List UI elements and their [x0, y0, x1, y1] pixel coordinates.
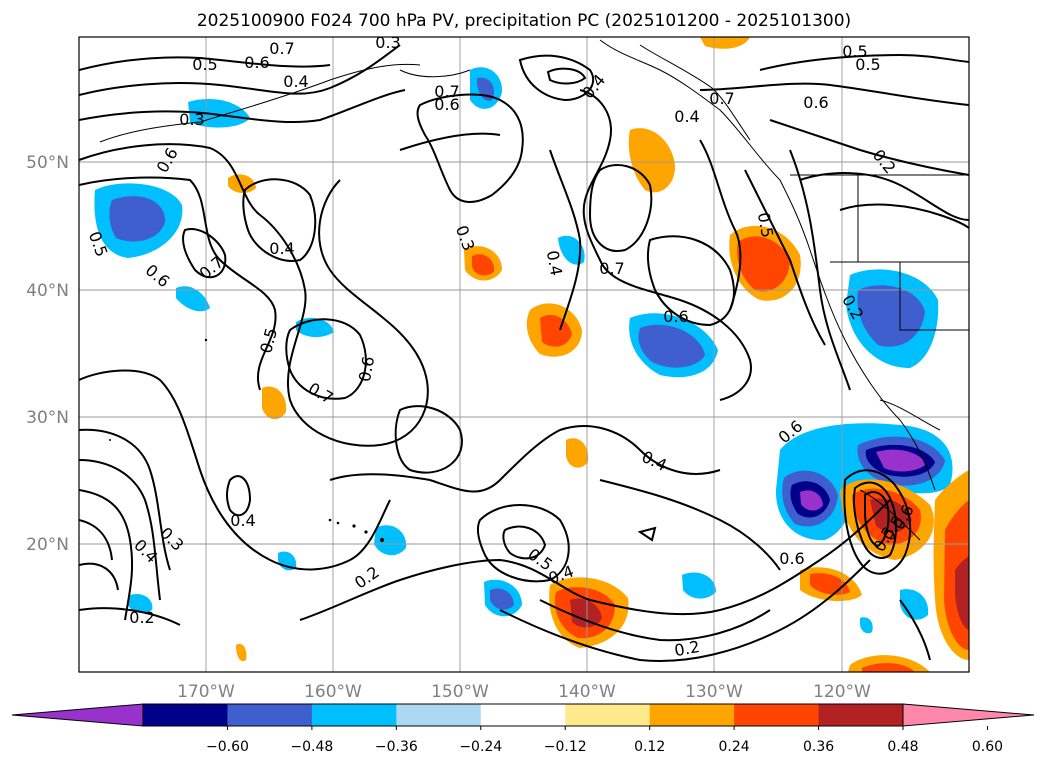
shade-negative-extreme: [800, 490, 823, 511]
lon-tick-label: 140°W: [558, 682, 616, 702]
islands: [109, 338, 385, 543]
contour-label: 0.7: [709, 89, 734, 108]
colorbar-cell: [143, 704, 228, 726]
contour-label: 0.4: [674, 107, 699, 126]
contour-label: 0.5: [192, 55, 217, 74]
contour-label: 0.4: [283, 72, 308, 91]
colorbar-cell: [565, 704, 651, 726]
shade-negative-blob: [188, 98, 250, 128]
contour-label: 0.6: [355, 355, 378, 383]
map-frame: [78, 36, 970, 673]
contour-label: 0.2: [673, 637, 701, 660]
contour-label: 0.4: [230, 511, 255, 530]
colorbar-extend-high: [902, 703, 1035, 727]
shade-positive-core: [472, 254, 495, 276]
colorbar-tick-label: −0.36: [375, 739, 418, 755]
shade-negative-blob: [558, 235, 585, 265]
figure-title: 2025100900 F024 700 hPa PV, precipitatio…: [197, 11, 851, 31]
colorbar-frame: [142, 703, 904, 727]
contour-label: 0.5: [842, 42, 867, 61]
lon-tick-label: 160°W: [304, 682, 362, 702]
colorbar-tick-label: 0.12: [634, 739, 665, 755]
contour-label: 0.6: [663, 307, 688, 326]
colorbar-cell: [396, 704, 482, 726]
shade-negative-core: [109, 196, 166, 242]
shade-positive-blob: [228, 174, 256, 194]
precipitation-shading: [94, 37, 969, 672]
contour-label: 0.5: [855, 55, 880, 74]
contour-label: 0.4: [543, 249, 566, 277]
contour-label: 0.5: [754, 211, 777, 239]
shade-negative-blob: [682, 572, 716, 599]
colorbar-tick-label: −0.48: [290, 739, 333, 755]
latitude-tick-labels: 50°N 40°N 30°N 20°N: [26, 153, 69, 555]
colorbar-extend-low: [11, 703, 144, 727]
shade-negative-core: [638, 324, 705, 368]
shade-positive-core: [737, 236, 790, 292]
shade-positive-deep: [570, 598, 602, 628]
longitude-tick-labels: 170°W 160°W 150°W 140°W 130°W 120°W: [177, 682, 871, 702]
shade-negative-blob: [176, 286, 210, 312]
shade-positive-blob: [236, 643, 247, 662]
lon-tick-label: 170°W: [177, 682, 235, 702]
shade-positive-deep: [955, 556, 969, 630]
lat-tick-label: 50°N: [26, 153, 69, 173]
contour-label: 0.6: [244, 53, 269, 72]
shade-positive-blob: [262, 386, 287, 420]
colorbar-cell: [311, 704, 397, 726]
shade-positive-deep: [870, 498, 912, 533]
shade-positive-core: [540, 314, 572, 347]
shade-positive-blob: [566, 438, 589, 468]
contour-label: 0.2: [129, 608, 154, 627]
contour-label: 0.7: [599, 259, 624, 278]
graticule: [79, 37, 969, 672]
shade-negative-core: [490, 588, 514, 610]
shade-negative-blob: [374, 525, 407, 556]
shade-negative-blob: [900, 589, 929, 620]
colorbar-cell: [818, 704, 904, 726]
pv-contours: [79, 44, 969, 662]
lon-tick-label: 120°W: [813, 682, 871, 702]
contour-label: 0.3: [375, 33, 400, 52]
colorbar: −0.60 −0.48 −0.36 −0.24 −0.12 0.12 0.24 0.36 0.4…: [11, 703, 1035, 755]
colorbar-tick-label: 0.36: [803, 739, 834, 755]
shade-negative-core: [857, 285, 925, 347]
coastlines: [99, 39, 969, 541]
lon-tick-label: 130°W: [685, 682, 743, 702]
contour-label: 0.6: [779, 549, 804, 568]
lat-tick-label: 30°N: [26, 408, 69, 428]
contour-label: 0.6: [803, 93, 828, 112]
shade-negative-blob: [128, 593, 153, 613]
map-panel: 0.7 0.3 0.5 0.6 0.4 0.3 0.6 0.5 0.7 0.6 …: [79, 33, 969, 672]
contour-label: 0.3: [179, 110, 204, 129]
contour-label: 0.7: [269, 39, 294, 58]
lat-tick-label: 40°N: [26, 281, 69, 301]
contour-label: 0.6: [434, 95, 459, 114]
colorbar-tick-label: −0.24: [459, 739, 502, 755]
colorbar-tick-label: −0.60: [206, 739, 249, 755]
shade-positive-blob: [628, 128, 676, 193]
colorbar-tick-label: 0.48: [887, 739, 918, 755]
colorbar-tick-label: −0.12: [544, 739, 587, 755]
contour-label: 0.4: [269, 239, 294, 258]
colorbar-cell: [734, 704, 820, 726]
colorbar-tick-label: 0.60: [972, 739, 1003, 755]
lon-tick-label: 150°W: [431, 682, 489, 702]
colorbar-tick-label: 0.24: [719, 739, 750, 755]
colorbar-cell: [480, 704, 566, 726]
shade-negative-extreme: [876, 449, 926, 472]
shade-positive-blob: [700, 37, 750, 49]
colorbar-cell: [649, 704, 735, 726]
lat-tick-label: 20°N: [26, 535, 69, 555]
shade-positive-core: [862, 663, 915, 672]
shade-negative-blob: [860, 617, 873, 634]
colorbar-cell: [227, 704, 313, 726]
contour-label: 0.7: [434, 82, 459, 101]
